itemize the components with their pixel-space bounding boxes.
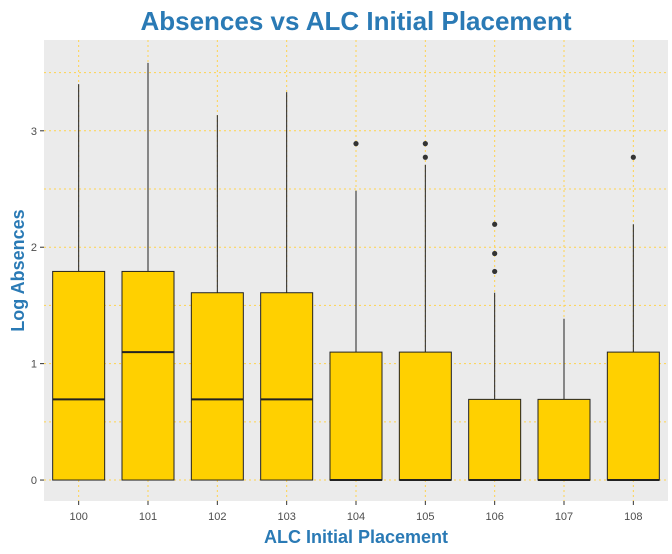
box-iqr xyxy=(52,270,106,481)
x-tick-label: 102 xyxy=(208,511,226,523)
box-iqr xyxy=(606,351,660,481)
outlier-point xyxy=(630,154,636,160)
box-107 xyxy=(537,318,591,482)
box-iqr xyxy=(468,398,522,481)
box-iqr xyxy=(190,292,244,481)
axes: 0 1 2 3 100 101 102 103 104 105 106 107 108 xyxy=(31,126,643,523)
box-iqr xyxy=(398,351,452,481)
y-tick-label: 2 xyxy=(31,242,37,254)
x-tick-label: 101 xyxy=(139,511,157,523)
box-series xyxy=(52,62,660,482)
outlier-point xyxy=(422,154,428,160)
y-axis-title: Log Absences xyxy=(8,209,28,331)
x-axis-title: ALC Initial Placement xyxy=(264,527,448,547)
box-iqr xyxy=(537,398,591,481)
box-104 xyxy=(329,141,383,482)
box-105 xyxy=(398,141,452,482)
box-100 xyxy=(52,84,106,481)
x-tick-label: 103 xyxy=(277,511,295,523)
x-tick-label: 107 xyxy=(555,511,573,523)
y-tick-label: 3 xyxy=(31,126,37,138)
outlier-point xyxy=(492,268,498,275)
y-tick-label: 0 xyxy=(31,475,37,487)
box-iqr xyxy=(329,351,383,481)
x-tick-label: 108 xyxy=(624,511,642,523)
x-tick-label: 100 xyxy=(69,511,87,523)
y-tick-label: 1 xyxy=(31,359,37,371)
x-tick-label: 105 xyxy=(416,511,434,523)
box-101 xyxy=(121,62,175,481)
x-tick-label: 106 xyxy=(485,511,503,523)
outlier-point xyxy=(492,221,498,227)
outlier-point xyxy=(422,141,428,147)
outlier-point xyxy=(492,250,498,257)
box-102 xyxy=(190,115,244,481)
box-106 xyxy=(468,221,522,482)
x-tick-label: 104 xyxy=(347,511,365,523)
outlier-point xyxy=(353,141,359,147)
box-iqr xyxy=(260,292,314,481)
box-103 xyxy=(260,92,314,481)
box-108 xyxy=(606,154,660,482)
box-iqr xyxy=(121,270,175,481)
chart-title: Absences vs ALC Initial Placement xyxy=(140,6,571,36)
